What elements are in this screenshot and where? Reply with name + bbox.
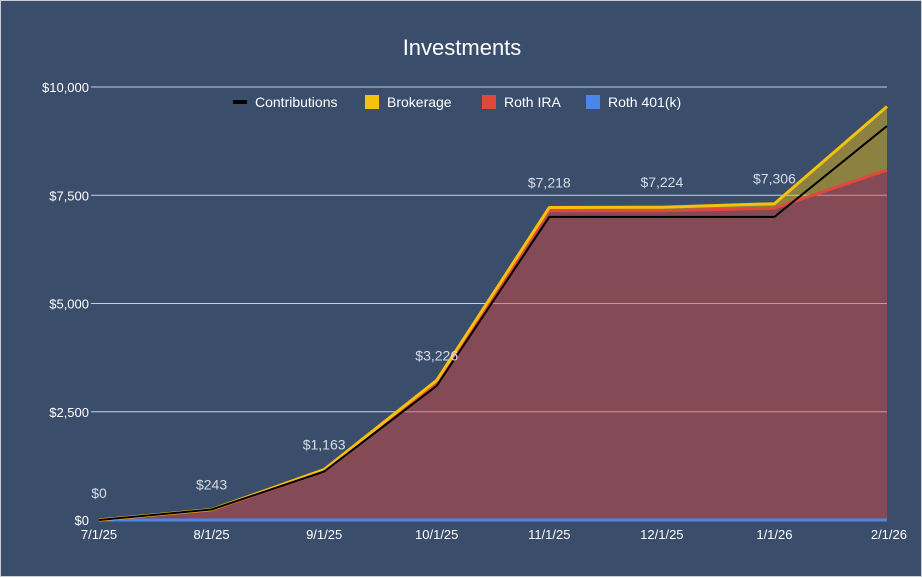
- legend-label: Roth IRA: [504, 94, 561, 110]
- chart-title: Investments: [403, 35, 522, 60]
- legend-swatch-roth-ira: [482, 95, 496, 109]
- data-label: $7,224: [640, 174, 683, 190]
- data-label: $1,163: [303, 437, 346, 453]
- legend: Contributions Brokerage Roth IRA Roth 401(k…: [233, 94, 681, 110]
- line-series: [98, 105, 888, 522]
- x-tick-label: 10/1/25: [415, 527, 458, 542]
- y-tick-label: $10,000: [42, 80, 89, 95]
- data-labels: $0 $243 $1,163 $3,226 $7,218 $7,224 $7,306: [91, 171, 796, 501]
- area-roth-ira: [99, 170, 887, 520]
- x-tick-label: 1/1/26: [756, 527, 792, 542]
- legend-label: Brokerage: [387, 94, 452, 110]
- x-tick-label: 7/1/25: [81, 527, 117, 542]
- x-tick-label: 8/1/25: [193, 527, 229, 542]
- x-axis: 7/1/25 8/1/25 9/1/25 10/1/25 11/1/25 12/1/25 1…: [81, 527, 907, 542]
- y-tick-label: $7,500: [49, 188, 89, 203]
- data-label: $7,306: [753, 171, 796, 187]
- legend-label: Roth 401(k): [608, 94, 681, 110]
- data-label: $7,218: [528, 174, 571, 190]
- y-axis: $0 $2,500 $5,000 $7,500 $10,000: [42, 80, 89, 528]
- grid-lines: [91, 86, 887, 413]
- data-label: $243: [196, 476, 227, 492]
- legend-label: Contributions: [255, 94, 338, 110]
- area-series: [99, 106, 887, 520]
- y-tick-label: $2,500: [49, 405, 89, 420]
- line-contributions: [98, 125, 888, 521]
- y-tick-label: $0: [75, 513, 89, 528]
- legend-swatch-roth-401-k-: [586, 95, 600, 109]
- y-tick-label: $5,000: [49, 297, 89, 312]
- x-tick-label: 11/1/25: [528, 527, 570, 542]
- legend-swatch-contributions: [233, 100, 247, 104]
- data-label: $0: [91, 485, 107, 501]
- x-tick-label: 9/1/25: [306, 527, 342, 542]
- x-tick-label: 12/1/25: [640, 527, 683, 542]
- legend-swatch-brokerage: [365, 95, 379, 109]
- data-label: $3,226: [415, 347, 458, 363]
- x-tick-label: 2/1/26: [871, 527, 907, 542]
